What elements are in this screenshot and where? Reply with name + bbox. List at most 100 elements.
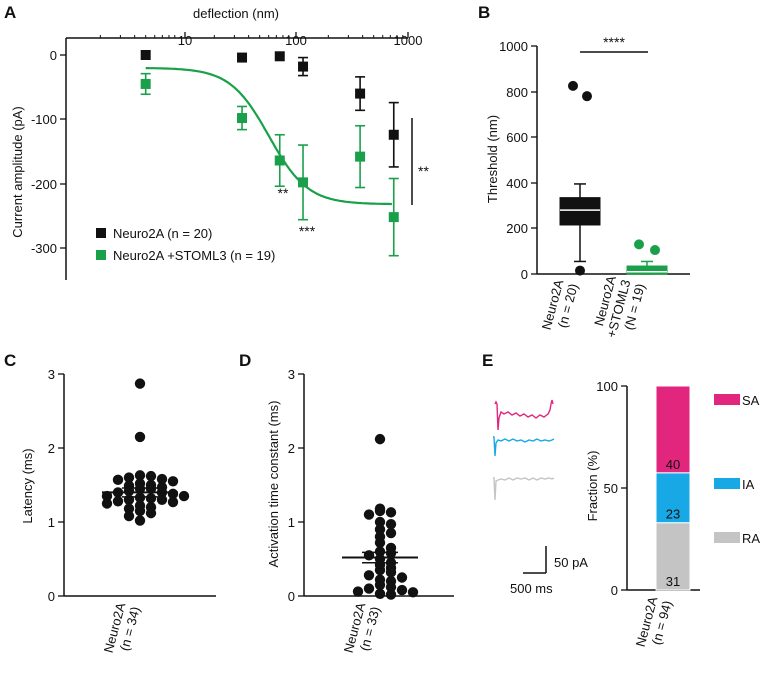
chart-c-point-8 <box>167 476 179 487</box>
chart-a-point-s1-2 <box>237 52 248 63</box>
chart-e-ytick-label-0: 0 <box>611 583 618 598</box>
chart-b-ylabel: Threshold (nm) <box>485 115 500 203</box>
chart-e-category: Neuro2A(n = 94) <box>633 595 675 653</box>
chart-d-point-8 <box>374 524 386 535</box>
chart-a-point-s1-3 <box>274 51 285 62</box>
chart-b-outlier-1-2 <box>582 91 592 102</box>
trace-sa <box>494 399 554 431</box>
chart-c-point-24 <box>156 494 168 505</box>
chart-d-ylabel: Activation time constant (ms) <box>266 401 281 568</box>
scalebar-current: 50 pA <box>554 555 588 570</box>
chart-d-ytick-label-3: 3 <box>288 367 295 382</box>
chart-e-segment-sa <box>655 385 691 474</box>
legend-swatch-ia <box>714 478 740 489</box>
chart-a-point-s2-2 <box>237 113 248 124</box>
chart-b-outlier-2-2 <box>650 245 660 256</box>
chart-d-point-26 <box>374 579 386 591</box>
chart-a-point-s2-5 <box>355 151 366 162</box>
chart-c-point-32 <box>145 507 157 519</box>
chart-d-point-33 <box>385 589 397 600</box>
chart-a-ytick-label-300: -300 <box>31 241 57 256</box>
chart-d-point-6 <box>374 516 386 528</box>
panel-d: D Activation time constant (ms) 0 1 2 3 … <box>239 351 454 659</box>
chart-d-category: Neuro2A(n = 33) <box>341 601 383 659</box>
chart-b-outlier-1-3 <box>575 265 585 276</box>
chart-e-segment-label-ra: 31 <box>666 574 680 589</box>
chart-c-ytick-label-3: 3 <box>48 367 55 382</box>
chart-a-xtick-label-100: 100 <box>285 33 307 48</box>
legend-label-sa: SA <box>742 393 760 408</box>
trace-ra <box>493 477 555 501</box>
chart-c-point-19 <box>101 490 113 502</box>
panel-label-c: C <box>4 351 16 370</box>
chart-d-point-4 <box>385 507 397 518</box>
panel-label-e: E <box>482 351 493 370</box>
chart-a-point-s1-1 <box>140 50 151 60</box>
legend-swatch-sa <box>714 394 740 405</box>
chart-d-point-9 <box>385 527 397 539</box>
chart-d-point-28 <box>363 583 375 594</box>
chart-d-point-20 <box>374 564 386 576</box>
chart-d-point-7 <box>385 519 397 530</box>
chart-d-ytick-label-2: 2 <box>288 441 295 456</box>
chart-c-ytick-label-1: 1 <box>48 515 55 530</box>
chart-c-point-31 <box>134 505 146 517</box>
panel-label-d: D <box>239 351 251 370</box>
chart-d-point-21 <box>385 567 397 578</box>
chart-b-ytick-label-0: 0 <box>521 267 528 282</box>
chart-a-annotation-1: ** <box>278 185 289 201</box>
panel-label-b: B <box>478 3 490 22</box>
chart-b-box-1 <box>559 197 601 226</box>
chart-b-ytick-label-600: 600 <box>506 130 528 145</box>
chart-a-point-s2-1 <box>140 78 151 89</box>
chart-c-point-2 <box>134 431 146 443</box>
chart-b-ytick-label-400: 400 <box>506 176 528 191</box>
chart-c-point-30 <box>123 503 135 514</box>
chart-c-point-18 <box>167 488 179 500</box>
legend-label-stoml3: Neuro2A +STOML3 (n = 19) <box>113 248 275 263</box>
legend-swatch-neuro2a <box>96 228 106 238</box>
chart-c-point-1 <box>134 378 146 389</box>
chart-e-legend: RA IA SA <box>714 393 760 546</box>
chart-a-point-s2-3 <box>274 155 285 166</box>
chart-a-annotation-2: *** <box>299 223 316 239</box>
chart-e-segment-ia <box>655 472 691 524</box>
chart-c-point-26 <box>167 496 179 508</box>
chart-b-ytick-label-200: 200 <box>506 221 528 236</box>
chart-c-point-33 <box>123 510 135 522</box>
chart-b-ytick-label-800: 800 <box>506 85 528 100</box>
chart-a-xtick-label-10: 10 <box>178 33 192 48</box>
chart-d-point-32 <box>374 588 386 599</box>
chart-d-ytick-label-1: 1 <box>288 515 295 530</box>
chart-a-x-minor-ticks <box>99 35 404 38</box>
chart-c-ytick-label-2: 2 <box>48 441 55 456</box>
chart-c-point-22 <box>145 493 157 504</box>
chart-a-fit-curve <box>145 67 392 206</box>
chart-c-ylabel: Latency (ms) <box>20 448 35 523</box>
chart-a-annotation-3: ** <box>418 163 429 179</box>
chart-d-point-29 <box>396 584 408 596</box>
chart-a-ytick-label-0: 0 <box>50 48 57 63</box>
panel-e: E 50 pA 500 ms Fraction (%) 0 50 100 31 2… <box>482 351 760 653</box>
scalebar-time: 500 ms <box>510 581 553 596</box>
chart-c-point-27 <box>101 498 113 509</box>
chart-c-point-25 <box>112 496 124 507</box>
chart-e-ytick-label-100: 100 <box>596 379 618 394</box>
chart-c-point-4 <box>145 470 157 482</box>
legend-swatch-ra <box>714 532 740 543</box>
chart-e-segment-label-sa: 40 <box>666 457 680 472</box>
chart-d-point-31 <box>407 587 419 598</box>
legend-swatch-stoml3 <box>96 250 106 260</box>
legend-label-ia: IA <box>742 477 755 492</box>
chart-d-point-3 <box>374 505 386 517</box>
chart-d-point-22 <box>363 570 375 581</box>
chart-c-point-34 <box>134 515 146 526</box>
chart-a-marks <box>140 50 399 257</box>
chart-d-point-11 <box>374 537 386 548</box>
chart-d-point-27 <box>385 581 397 593</box>
chart-e-marks: 31 23 40 <box>655 385 691 591</box>
chart-a-ylabel: Current amplitude (pA) <box>10 106 25 238</box>
chart-c-ytick-label-0: 0 <box>48 589 55 604</box>
legend-label-neuro2a: Neuro2A (n = 20) <box>113 226 212 241</box>
